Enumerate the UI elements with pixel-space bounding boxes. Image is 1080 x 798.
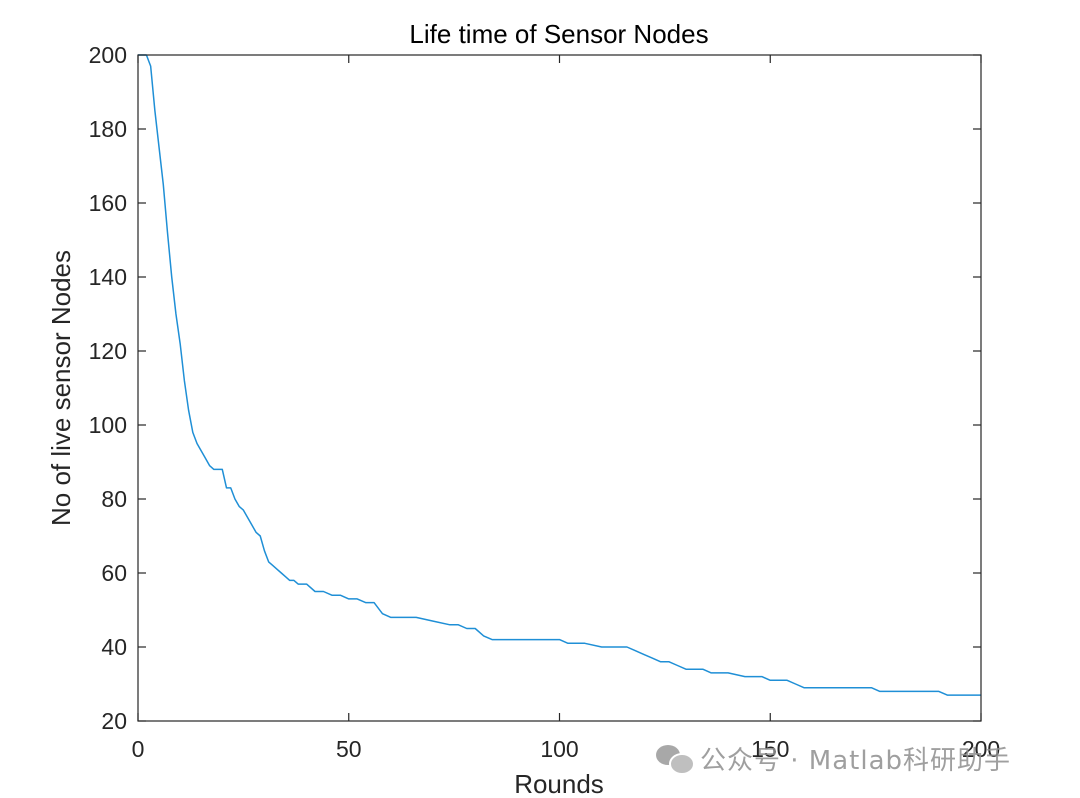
x-tick-label: 200 <box>962 736 1000 762</box>
x-tick-label: 100 <box>540 736 578 762</box>
y-tick-label: 180 <box>89 116 127 142</box>
y-tick-label: 120 <box>89 338 127 364</box>
x-tick-label: 0 <box>132 736 145 762</box>
x-ticks: 0 50 100 150 200 <box>132 55 1000 762</box>
wechat-icon <box>656 743 695 775</box>
y-axis-label: No of live sensor Nodes <box>46 250 76 526</box>
y-tick-label: 160 <box>89 190 127 216</box>
watermark: 公众号 · Matlab科研助手 <box>656 738 1011 778</box>
y-tick-label: 200 <box>89 42 127 68</box>
y-tick-label: 100 <box>89 412 127 438</box>
y-tick-label: 60 <box>101 560 127 586</box>
x-tick-label: 50 <box>336 736 362 762</box>
chart-title: Life time of Sensor Nodes <box>409 19 708 49</box>
x-tick-label: 150 <box>751 736 789 762</box>
y-tick-label: 40 <box>101 634 127 660</box>
y-tick-label: 20 <box>101 708 127 734</box>
x-axis-label: Rounds <box>514 769 604 798</box>
y-ticks: 20 40 60 80 100 120 140 160 180 200 <box>89 42 981 734</box>
axes-box <box>137 54 982 722</box>
y-tick-label: 80 <box>101 486 127 512</box>
series-line <box>138 54 981 696</box>
y-tick-label: 140 <box>89 264 127 290</box>
watermark-text: 公众号 · Matlab科研助手 <box>700 745 1012 776</box>
